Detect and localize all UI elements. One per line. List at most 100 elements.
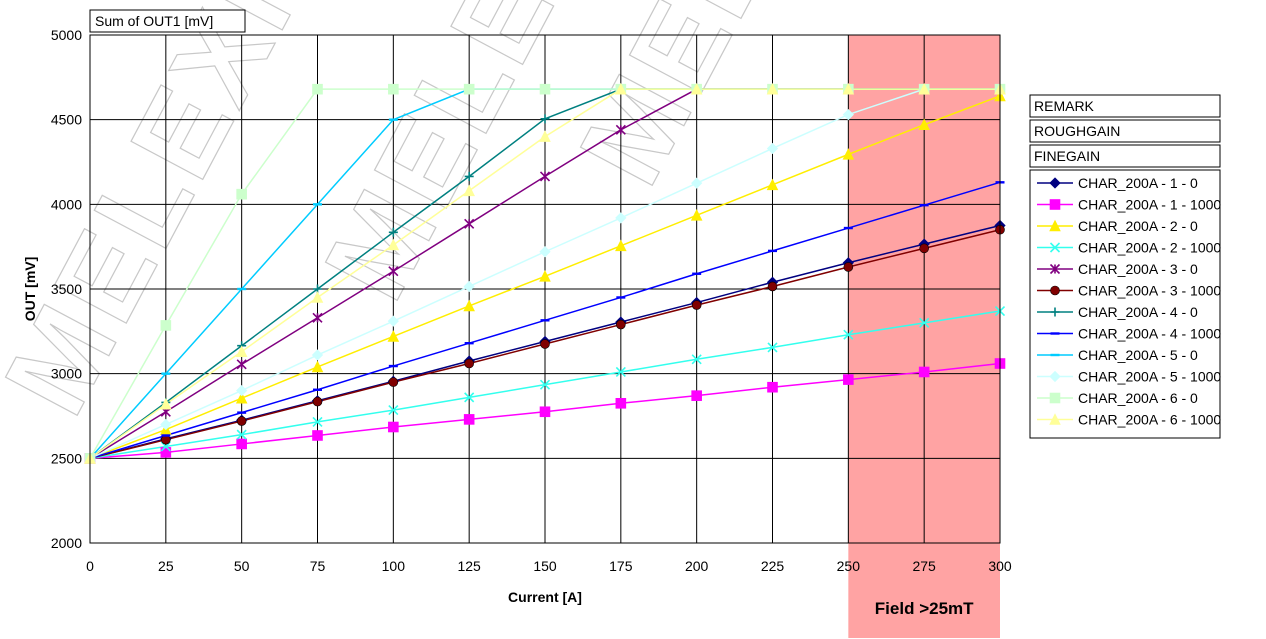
data-point-4 (388, 405, 399, 416)
plot-border (89, 34, 1001, 544)
data-point-5 (464, 218, 475, 229)
chart-title: Sum of OUT1 [mV] (95, 13, 213, 29)
legend-headers: REMARK ROUGHGAIN FINEGAIN (1029, 94, 1221, 168)
data-point-12 (539, 130, 551, 142)
x-axis-title: Current [A] (508, 589, 582, 605)
legend-swatch-marker (1049, 392, 1061, 404)
data-point-2 (615, 397, 627, 409)
data-point-2 (918, 366, 930, 378)
legend-entry-label: CHAR_200A - 6 - 0 (1078, 390, 1198, 406)
x-tick-label: 250 (837, 558, 861, 574)
data-point-12 (311, 291, 324, 303)
data-point-6 (616, 319, 626, 330)
legend-entry-label: CHAR_200A - 5 - 1000 (1078, 369, 1221, 385)
x-axis-ticks: 0 25 50 75 100 125 150 175 200 225 250 275 300 (86, 558, 1012, 574)
data-point-11 (236, 188, 247, 200)
legend-entry-label: CHAR_200A - 1 - 0 (1078, 175, 1198, 191)
data-point-3 (615, 239, 627, 252)
data-point-10 (842, 108, 854, 121)
legend-swatch-marker (1049, 219, 1061, 232)
x-tick-label: 300 (988, 558, 1012, 574)
x-tick-label: 75 (310, 558, 326, 574)
data-point-10 (311, 349, 324, 361)
x-tick-label: 275 (912, 558, 936, 574)
legend-swatch-marker (1049, 263, 1061, 275)
legend-header-label: REMARK (1034, 98, 1095, 114)
legend-header-label: ROUGHGAIN (1034, 123, 1120, 139)
legend-entry-label: CHAR_200A - 6 - 1000 (1078, 412, 1221, 428)
data-point-3 (311, 360, 324, 373)
data-point-11 (539, 83, 551, 95)
y-tick-label: 2500 (51, 450, 82, 466)
data-point-3 (690, 209, 703, 221)
legend-swatch-marker (1049, 177, 1061, 189)
legend-header-box (1029, 119, 1221, 143)
y-tick-label: 3500 (51, 281, 82, 297)
data-point-2 (691, 390, 702, 401)
legend-entry-label: CHAR_200A - 3 - 0 (1078, 261, 1198, 277)
y-axis-ticks: 2000 2500 3000 3500 4000 4500 5000 (51, 27, 82, 551)
x-tick-label: 125 (457, 558, 481, 574)
legend-entry-label: CHAR_200A - 1 - 1000 (1078, 197, 1221, 213)
y-tick-label: 3000 (51, 366, 82, 382)
highlight-label: Field >25mT (875, 599, 974, 618)
legend: CHAR_200A - 1 - 0 CHAR_200A - 1 - 1000 CHA… (1029, 169, 1221, 439)
data-point-6 (540, 339, 550, 349)
data-point-10 (766, 142, 779, 155)
data-point-7 (464, 171, 474, 181)
data-point-3 (766, 178, 779, 191)
data-point-10 (387, 315, 399, 327)
x-tick-label: 50 (234, 558, 250, 574)
data-point-12 (766, 82, 779, 95)
data-point-5 (388, 266, 399, 277)
x-tick-label: 100 (382, 558, 406, 574)
data-point-6 (691, 300, 702, 310)
data-point-2 (160, 447, 172, 458)
data-point-5 (312, 312, 323, 323)
data-point-10 (691, 177, 703, 189)
data-point-12 (615, 82, 627, 95)
data-point-12 (160, 397, 172, 410)
data-point-4 (767, 342, 778, 353)
y-tick-label: 2000 (51, 535, 82, 551)
legend-swatch-marker (1049, 413, 1061, 425)
legend-entry-label: CHAR_200A - 4 - 1000 (1078, 326, 1221, 342)
data-point-2 (463, 414, 475, 425)
y-axis-title: OUT [mV] (22, 257, 38, 322)
data-point-3 (235, 391, 248, 404)
data-point-6 (464, 358, 474, 369)
legend-swatch-marker (1049, 370, 1061, 383)
data-point-4 (615, 366, 626, 378)
data-point-10 (463, 280, 475, 293)
y-tick-label: 5000 (51, 27, 82, 43)
legend-header-box (1029, 144, 1221, 168)
data-point-3 (387, 330, 400, 342)
data-point-10 (160, 418, 172, 431)
data-point-4 (539, 379, 551, 390)
chart-title-box: Sum of OUT1 [mV] (89, 9, 246, 33)
data-point-4 (919, 317, 930, 328)
legend-entry-label: CHAR_200A - 4 - 0 (1078, 304, 1198, 320)
data-point-2 (539, 406, 551, 418)
data-point-11 (312, 83, 323, 95)
data-point-10 (539, 246, 551, 258)
data-point-4 (312, 416, 323, 427)
x-tick-label: 200 (685, 558, 709, 574)
data-point-3 (918, 118, 930, 131)
data-point-5 (615, 124, 626, 135)
data-point-5 (539, 171, 551, 182)
legend-swatch-marker (1050, 307, 1060, 317)
data-point-2 (767, 381, 778, 393)
legend-entry-label: CHAR_200A - 5 - 0 (1078, 347, 1198, 363)
data-point-12 (842, 82, 855, 95)
legend-header-box (1029, 94, 1221, 118)
data-point-6 (388, 377, 399, 387)
x-tick-label: 225 (761, 558, 785, 574)
x-tick-label: 175 (609, 558, 633, 574)
x-tick-label: 25 (158, 558, 174, 574)
data-point-6 (767, 281, 778, 292)
data-point-3 (842, 148, 855, 160)
data-point-10 (615, 212, 627, 224)
data-point-12 (463, 184, 475, 197)
